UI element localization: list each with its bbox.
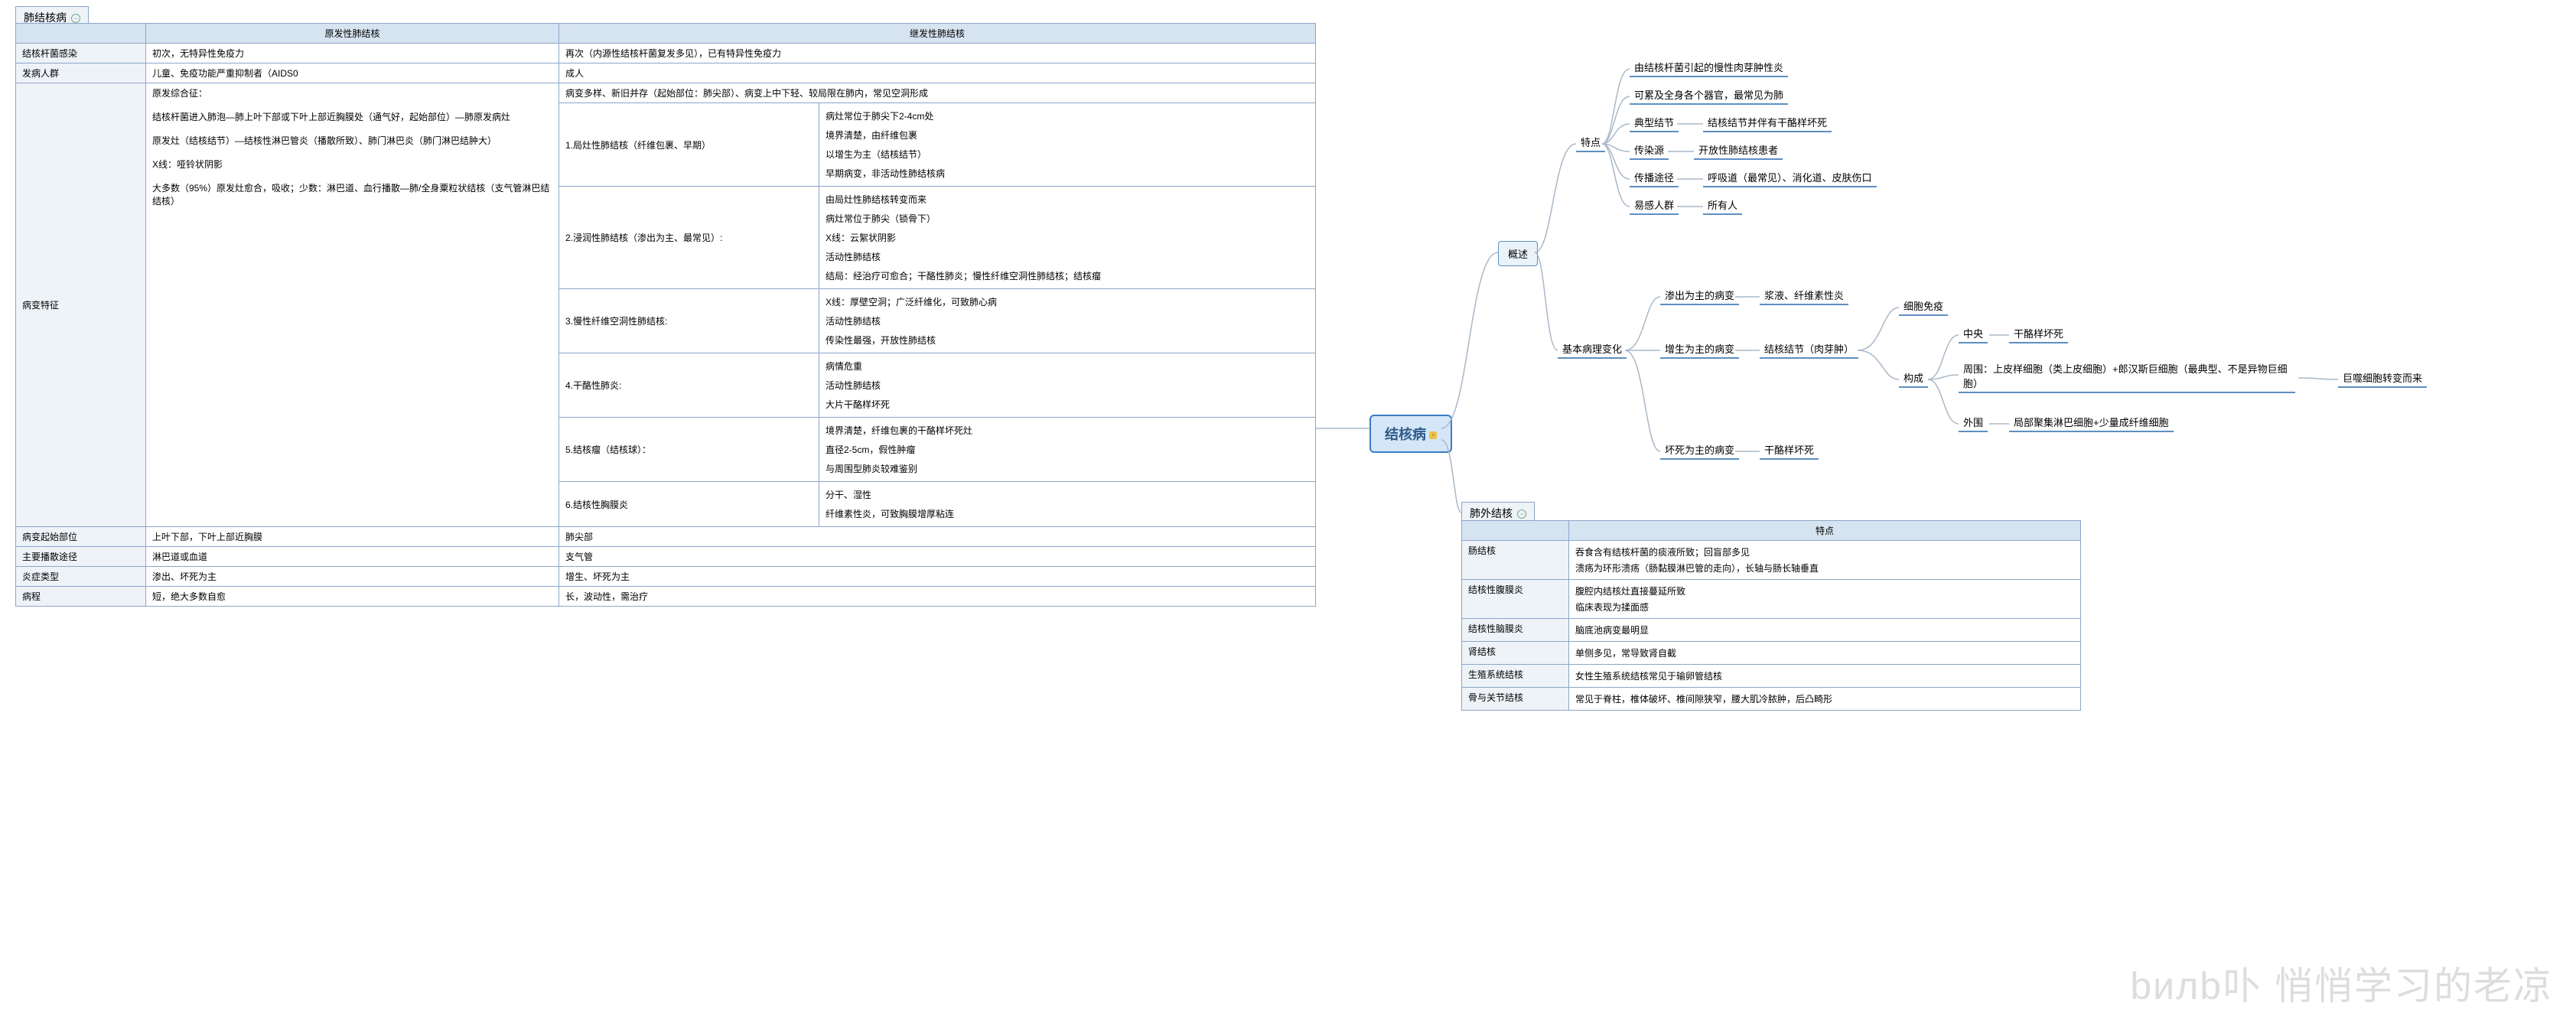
expand-icon[interactable]: ▫ xyxy=(1429,431,1437,439)
path-val: 结核结节（肉芽肿） xyxy=(1760,340,1858,359)
collapse-icon[interactable]: − xyxy=(71,14,80,23)
overview-node[interactable]: 概述 xyxy=(1498,241,1538,266)
features-node[interactable]: 特点 xyxy=(1576,133,1605,152)
compose-val: 干酪样坏死 xyxy=(2009,324,2068,343)
compose-row: 周围：上皮样细胞（类上皮细胞）+郎汉斯巨细胞（最典型、不是异物巨细胞） xyxy=(1959,360,2295,393)
compose-val: 局部聚集淋巴细胞+少量成纤维细胞 xyxy=(2009,413,2174,432)
feature-line: 由结核杆菌引起的慢性肉芽肿性炎 xyxy=(1630,58,1788,77)
immune-node: 细胞免疫 xyxy=(1899,297,1948,316)
pulmonary-tb-table: 原发性肺结核 继发性肺结核 结核杆菌感染初次，无特异性免疫力再次（内源性结核杆菌… xyxy=(15,23,1316,607)
col-primary: 原发性肺结核 xyxy=(146,24,559,44)
compose-node[interactable]: 构成 xyxy=(1899,369,1928,388)
compose-key: 外围 xyxy=(1959,413,1988,432)
feature-val: 呼吸道（最常见）、消化道、皮肤伤口 xyxy=(1703,168,1877,187)
feature-key: 易感人群 xyxy=(1630,196,1679,215)
compose-key: 中央 xyxy=(1959,324,1988,343)
path-val: 浆液、纤维素性炎 xyxy=(1760,286,1848,305)
origin-node: 巨噬细胞转变而来 xyxy=(2338,369,2427,388)
path-key: 坏死为主的病变 xyxy=(1660,441,1739,460)
pathology-node[interactable]: 基本病理变化 xyxy=(1558,340,1627,359)
path-key: 增生为主的病变 xyxy=(1660,340,1739,359)
extrapulmonary-table: 特点 肠结核吞食含有结核杆菌的痰液所致；回盲部多见溃疡为环形溃疡（肠黏膜淋巴管的… xyxy=(1461,520,2081,711)
feature-key: 传染源 xyxy=(1630,141,1669,160)
collapse-icon[interactable]: − xyxy=(1517,509,1526,519)
path-val: 干酪样坏死 xyxy=(1760,441,1819,460)
watermark: bилb卟 悄悄学习的老凉 xyxy=(2130,955,2553,1011)
feature-val: 结核结节并伴有干酪样坏死 xyxy=(1703,113,1832,132)
primary-features: 原发综合征：结核杆菌进入肺泡—肺上叶下部或下叶上部近胸膜处（通气好，起始部位）—… xyxy=(146,83,559,527)
feature-key: 传播途径 xyxy=(1630,168,1679,187)
col-secondary: 继发性肺结核 xyxy=(559,24,1316,44)
root-node[interactable]: 结核病▫ xyxy=(1369,415,1452,453)
feature-val: 开放性肺结核患者 xyxy=(1694,141,1783,160)
feature-val: 所有人 xyxy=(1703,196,1742,215)
path-key: 渗出为主的病变 xyxy=(1660,286,1739,305)
feature-line: 可累及全身各个器官，最常见为肺 xyxy=(1630,86,1788,105)
feature-key: 典型结节 xyxy=(1630,113,1679,132)
